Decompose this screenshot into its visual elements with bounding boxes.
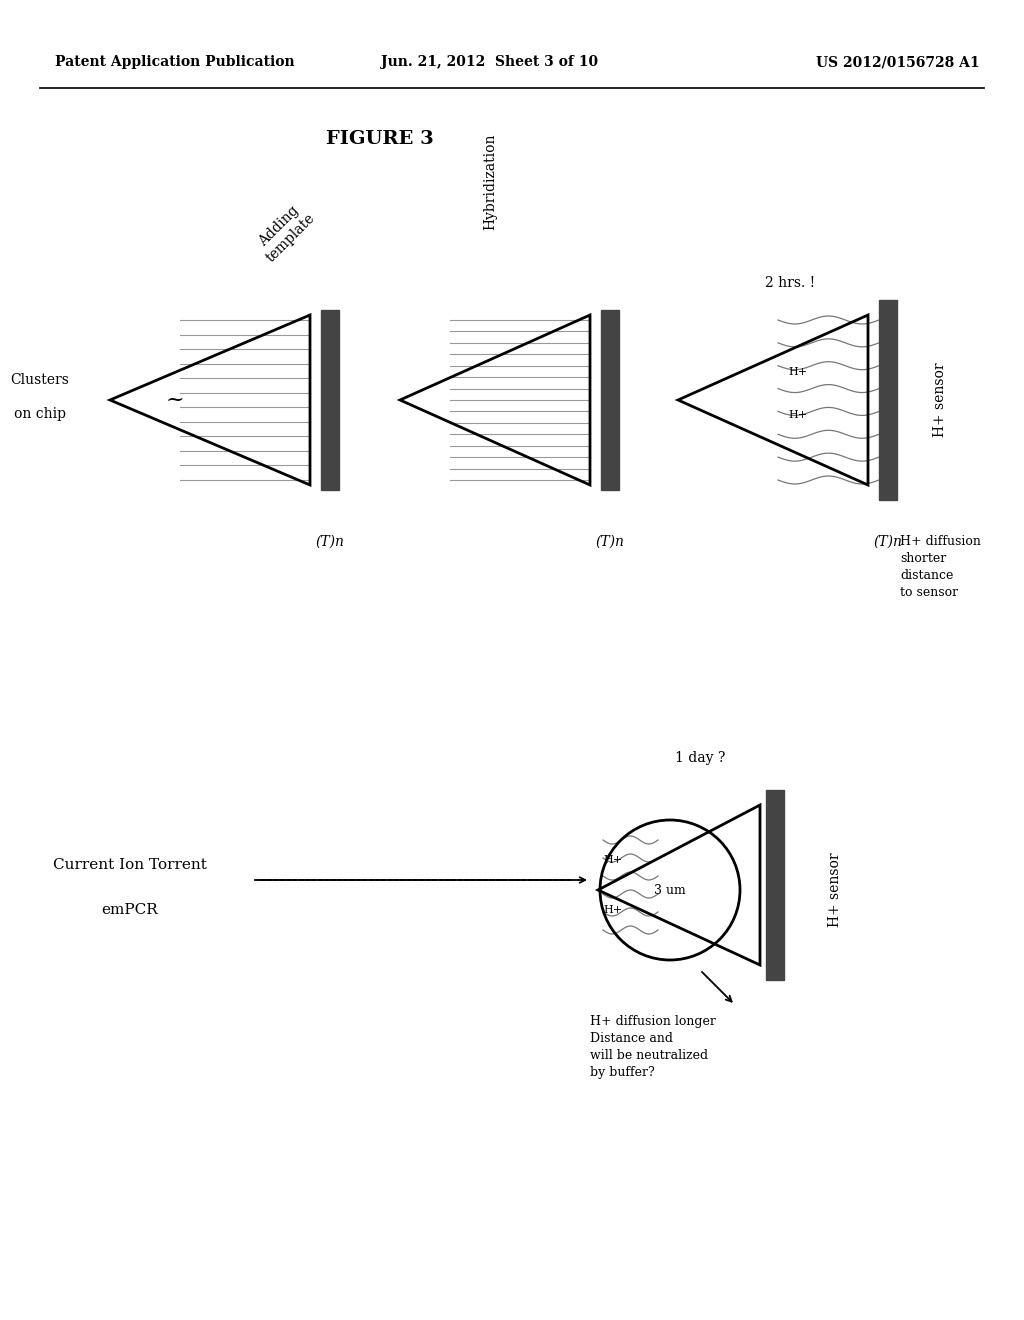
Text: H+: H+ [788,411,807,420]
Text: 3 um: 3 um [654,883,686,896]
Text: Clusters: Clusters [10,374,70,387]
Text: Adding
template: Adding template [252,199,318,265]
Text: Jun. 21, 2012  Sheet 3 of 10: Jun. 21, 2012 Sheet 3 of 10 [381,55,599,69]
Text: (T)n: (T)n [873,535,902,549]
Text: Patent Application Publication: Patent Application Publication [55,55,295,69]
Bar [601,310,618,490]
Bar [766,789,784,979]
Text: US 2012/0156728 A1: US 2012/0156728 A1 [816,55,980,69]
Text: Current Ion Torrent: Current Ion Torrent [53,858,207,873]
Text: 1 day ?: 1 day ? [675,751,725,766]
Text: ~: ~ [166,389,184,411]
Text: 2 hrs. !: 2 hrs. ! [765,276,815,290]
Bar [321,310,339,490]
Text: H+ diffusion
shorter
distance
to sensor: H+ diffusion shorter distance to sensor [900,535,981,599]
Bar [879,300,897,500]
Text: H+ sensor: H+ sensor [933,363,947,437]
Text: (T)n: (T)n [596,535,625,549]
Text: emPCR: emPCR [101,903,159,917]
Text: H+: H+ [603,855,623,865]
Text: H+ sensor: H+ sensor [828,853,842,928]
Text: on chip: on chip [14,407,66,421]
Text: H+: H+ [788,367,807,378]
Text: H+: H+ [603,906,623,915]
Text: (T)n: (T)n [315,535,344,549]
Text: FIGURE 3: FIGURE 3 [326,129,434,148]
Text: H+ diffusion longer
Distance and
will be neutralized
by buffer?: H+ diffusion longer Distance and will be… [590,1015,716,1078]
Text: Hybridization: Hybridization [483,133,497,230]
